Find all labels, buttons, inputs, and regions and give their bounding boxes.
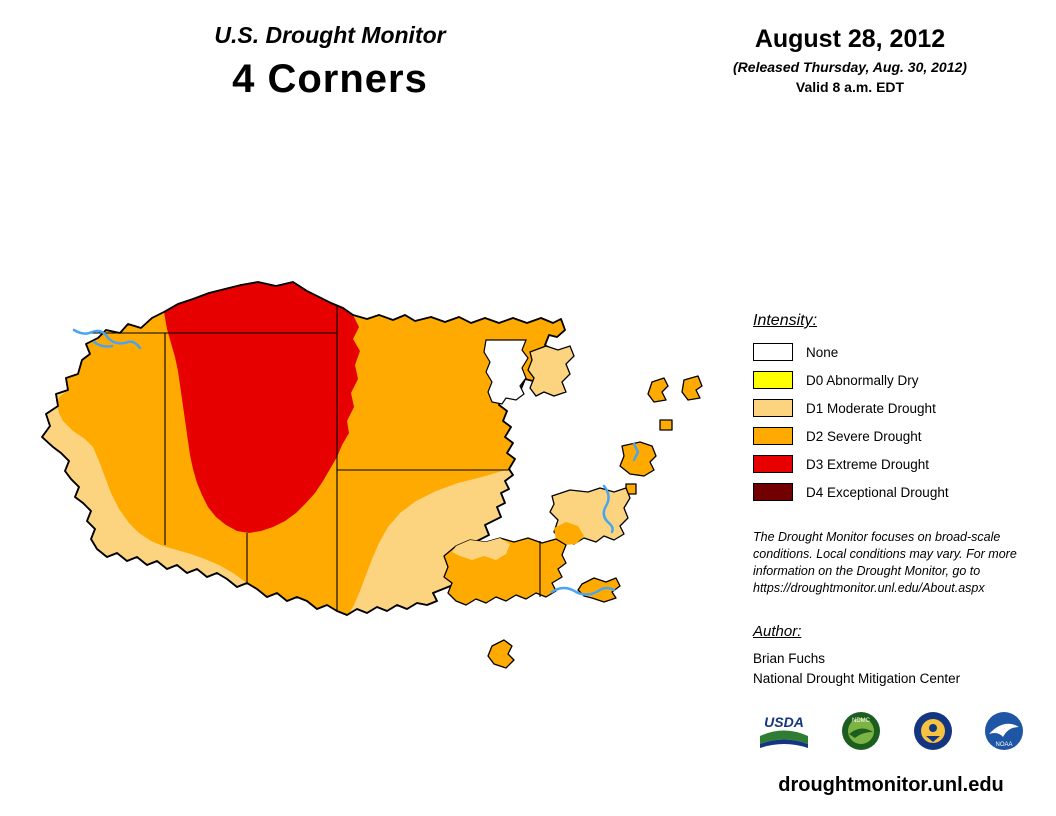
legend-label-d3: D3 Extreme Drought bbox=[806, 456, 930, 472]
svg-text:NOAA: NOAA bbox=[995, 742, 1012, 748]
patch-south-3 bbox=[487, 639, 515, 669]
region-title: 4 Corners bbox=[232, 57, 428, 101]
logo-row: USDA NDMC NOAA bbox=[753, 710, 1029, 752]
footer-url: droughtmonitor.unl.edu bbox=[778, 773, 1004, 796]
river-nw bbox=[72, 328, 142, 350]
legend-swatch-d0 bbox=[753, 371, 793, 389]
legend-heading: Intensity: bbox=[753, 312, 818, 329]
map-none-enclave bbox=[483, 339, 529, 405]
svg-text:NDMC: NDMC bbox=[852, 718, 871, 724]
river-east bbox=[602, 484, 614, 534]
rivers bbox=[72, 328, 640, 596]
author-organization: National Drought Mitigation Center bbox=[753, 670, 961, 686]
page-title: U.S. Drought Monitor bbox=[214, 22, 446, 48]
noaa-logo: NOAA bbox=[984, 711, 1023, 750]
legend-item-none: None bbox=[753, 343, 1029, 361]
map-date: August 28, 2012 bbox=[754, 25, 946, 53]
author-name: Brian Fuchs bbox=[753, 650, 826, 666]
title-block: U.S. Drought Monitor 4 Corners bbox=[130, 22, 530, 102]
date-block: August 28, 2012 (Released Thursday, Aug.… bbox=[700, 25, 1000, 95]
legend-item-d2: D2 Severe Drought bbox=[753, 427, 1029, 445]
legend-swatch-d2 bbox=[753, 427, 793, 445]
river-patch bbox=[632, 442, 640, 462]
release-date: (Released Thursday, Aug. 30, 2012) bbox=[733, 59, 967, 75]
legend-swatch-d3 bbox=[753, 455, 793, 473]
legend-label-none: None bbox=[806, 344, 839, 360]
legend-item-d0: D0 Abnormally Dry bbox=[753, 371, 1029, 389]
county-boundaries bbox=[90, 306, 541, 611]
map-d1-patch-ne bbox=[527, 345, 575, 397]
detached-patches bbox=[443, 375, 703, 669]
ndmc-logo: NDMC bbox=[842, 711, 881, 750]
legend-label-d4: D4 Exceptional Drought bbox=[806, 484, 949, 500]
patch-east-2 bbox=[681, 375, 703, 401]
patch-east-1 bbox=[647, 377, 669, 403]
author-heading: Author: bbox=[753, 622, 802, 640]
usda-logo: USDA bbox=[760, 714, 808, 748]
legend-item-d4: D4 Exceptional Drought bbox=[753, 483, 1029, 501]
legend-swatch-d1 bbox=[753, 399, 793, 417]
patch-east-3 bbox=[659, 419, 673, 431]
map-d3-region bbox=[164, 282, 360, 533]
legend-label-d0: D0 Abnormally Dry bbox=[806, 372, 919, 388]
river-south bbox=[550, 586, 616, 596]
patch-east-6-d2 bbox=[554, 522, 584, 545]
legend-swatch-none bbox=[753, 343, 793, 361]
svg-text:USDA: USDA bbox=[764, 714, 804, 730]
sidebar: Intensity: None D0 Abnormally Dry D1 Mod… bbox=[753, 312, 1029, 797]
valid-time: Valid 8 a.m. EDT bbox=[795, 79, 905, 95]
legend-swatch-d4 bbox=[753, 483, 793, 501]
river-nw-2 bbox=[92, 340, 114, 348]
legend-label-d2: D2 Severe Drought bbox=[806, 428, 922, 444]
disclaimer-text: The Drought Monitor focuses on broad-sca… bbox=[753, 530, 1017, 595]
legend-label-d1: D1 Moderate Drought bbox=[806, 400, 936, 416]
commerce-seal-logo bbox=[913, 711, 952, 750]
patch-south-1-d1 bbox=[452, 538, 510, 560]
patch-east-4 bbox=[619, 441, 657, 477]
legend-item-d1: D1 Moderate Drought bbox=[753, 399, 1029, 417]
legend-item-d3: D3 Extreme Drought bbox=[753, 455, 1029, 473]
map-outline bbox=[41, 281, 566, 616]
